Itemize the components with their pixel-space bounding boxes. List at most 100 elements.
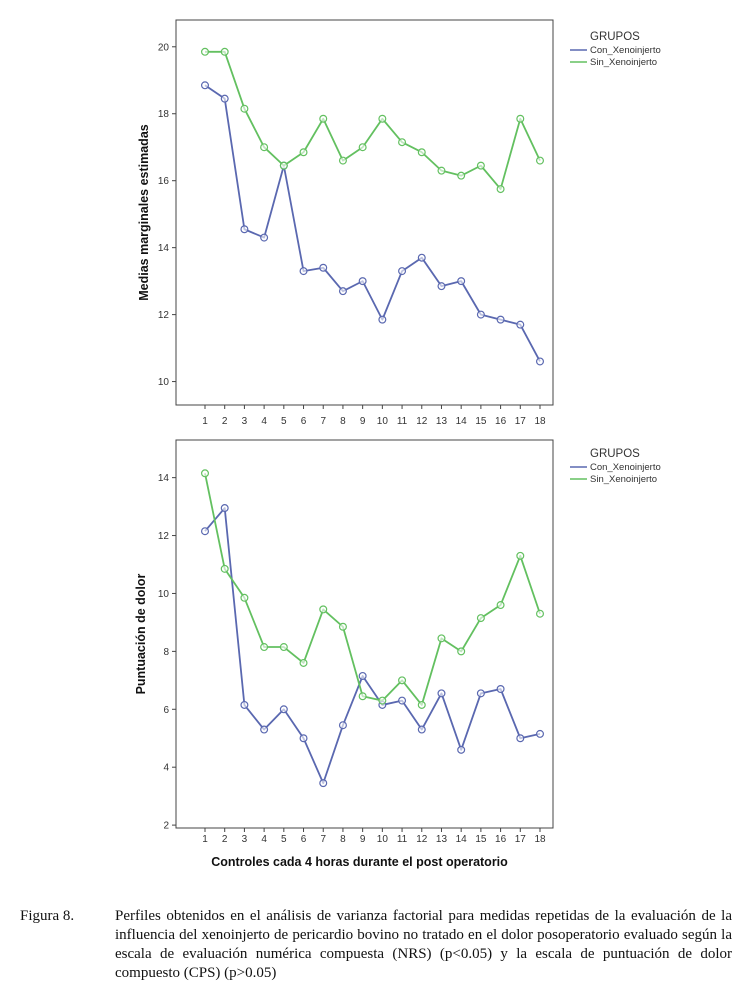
x-tick-label: 2: [222, 416, 228, 427]
data-point: [476, 614, 485, 623]
x-axis-label: Controles cada 4 horas durante el post o…: [211, 855, 508, 869]
data-point: [457, 647, 466, 656]
plot-area-frame: [175, 19, 554, 406]
legend-entry: Con_Xenoinjerto: [590, 462, 661, 473]
x-tick-label: 12: [416, 834, 428, 845]
y-tick-label: 14: [158, 473, 170, 484]
x-tick-label: 14: [456, 834, 468, 845]
x-tick-label: 13: [436, 834, 448, 845]
x-tick-label: 14: [456, 416, 468, 427]
data-point: [417, 700, 426, 709]
y-tick-label: 10: [158, 589, 170, 600]
data-point: [417, 725, 426, 734]
data-point: [437, 634, 446, 643]
x-tick-label: 5: [281, 834, 287, 845]
data-point: [417, 148, 426, 157]
data-point: [279, 705, 288, 714]
x-tick-label: 9: [360, 834, 366, 845]
y-tick-label: 18: [158, 109, 170, 120]
data-point: [457, 277, 466, 286]
data-point: [220, 504, 229, 513]
x-tick-label: 4: [261, 834, 267, 845]
x-tick-label: 5: [281, 416, 287, 427]
legend-entry: Sin_Xenoinjerto: [590, 57, 657, 68]
data-point: [319, 263, 328, 272]
data-point: [437, 282, 446, 291]
plot-area-frame: [175, 439, 554, 829]
data-point: [201, 47, 210, 56]
x-tick-label: 11: [397, 416, 408, 427]
y-axis-label: Medias marginales estimadas: [137, 124, 151, 301]
data-point: [398, 676, 407, 685]
x-tick-label: 15: [475, 416, 487, 427]
data-point: [338, 156, 347, 165]
y-tick-label: 12: [158, 310, 170, 321]
x-tick-label: 3: [242, 416, 248, 427]
data-point: [240, 593, 249, 602]
data-point: [476, 161, 485, 170]
x-tick-label: 10: [377, 834, 389, 845]
x-tick-label: 1: [202, 834, 208, 845]
legend-entry: Sin_Xenoinjerto: [590, 474, 657, 485]
x-tick-label: 6: [301, 834, 307, 845]
data-point: [535, 729, 544, 738]
data-point: [299, 148, 308, 157]
figure-caption: Figura 8. Perfiles obtenidos en el análi…: [20, 907, 732, 983]
x-tick-label: 7: [320, 834, 326, 845]
x-tick-label: 8: [340, 416, 346, 427]
x-tick-label: 17: [515, 834, 527, 845]
data-point: [260, 725, 269, 734]
x-tick-label: 16: [495, 834, 507, 845]
data-point: [378, 315, 387, 324]
data-point: [535, 357, 544, 366]
x-tick-label: 7: [320, 416, 326, 427]
data-point: [201, 469, 210, 478]
data-point: [240, 700, 249, 709]
x-tick-label: 9: [360, 416, 366, 427]
data-point: [240, 104, 249, 113]
y-tick-label: 16: [158, 176, 170, 187]
data-point: [476, 689, 485, 698]
data-point: [516, 114, 525, 123]
x-tick-label: 17: [515, 416, 527, 427]
data-point: [535, 156, 544, 165]
data-point: [496, 185, 505, 194]
data-point: [398, 267, 407, 276]
y-tick-label: 12: [158, 531, 170, 542]
data-point: [358, 692, 367, 701]
data-point: [496, 685, 505, 694]
data-point: [299, 734, 308, 743]
data-point: [378, 696, 387, 705]
legend-title: GRUPOS: [590, 448, 640, 460]
data-point: [457, 171, 466, 180]
x-tick-label: 13: [436, 416, 448, 427]
data-point: [220, 564, 229, 573]
data-point: [240, 225, 249, 234]
legend-title: GRUPOS: [590, 31, 640, 43]
x-tick-label: 18: [534, 834, 546, 845]
data-point: [260, 143, 269, 152]
x-tick-label: 18: [534, 416, 546, 427]
x-tick-label: 8: [340, 834, 346, 845]
y-tick-label: 10: [158, 377, 170, 388]
data-point: [358, 671, 367, 680]
data-point: [437, 166, 446, 175]
legend-entry: Con_Xenoinjerto: [590, 45, 661, 56]
data-point: [338, 287, 347, 296]
data-point: [496, 315, 505, 324]
data-point: [220, 94, 229, 103]
x-tick-label: 11: [397, 834, 408, 845]
y-tick-label: 14: [158, 243, 170, 254]
data-point: [299, 658, 308, 667]
data-point: [319, 605, 328, 614]
caption-number: Figura 8.: [20, 908, 75, 924]
y-tick-label: 20: [158, 42, 170, 53]
data-point: [516, 734, 525, 743]
data-point: [279, 643, 288, 652]
data-point: [220, 47, 229, 56]
data-point: [516, 551, 525, 560]
y-tick-label: 4: [163, 763, 169, 774]
